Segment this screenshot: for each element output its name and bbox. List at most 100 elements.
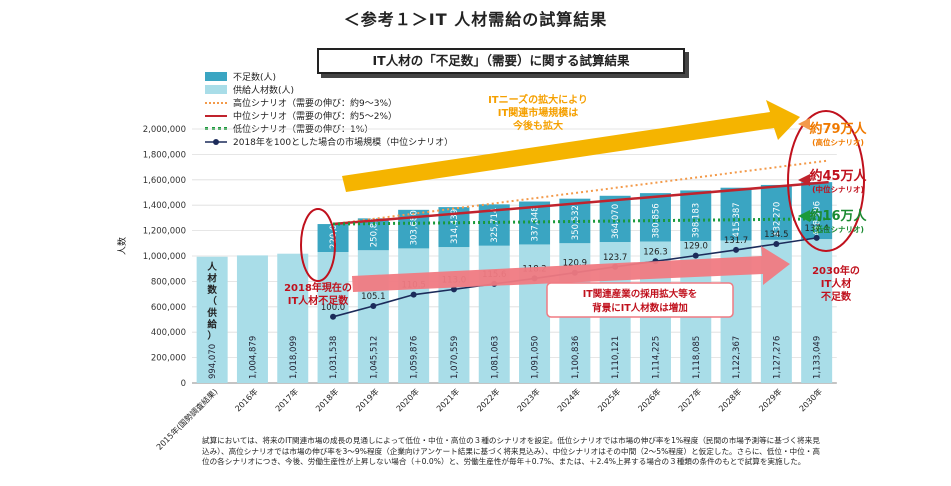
y-axis-label: 人数 — [116, 237, 128, 255]
note-2030-line2: IT人材 — [821, 277, 852, 290]
supply-value-label: 1,127,276 — [772, 336, 782, 379]
supply-bar — [801, 239, 833, 383]
legend-high: 高位シナリオ（需要の伸び：約9～3%） — [205, 96, 453, 109]
market-growth-text-3: 今後も拡大 — [512, 119, 563, 132]
supply-growth-box — [546, 282, 734, 318]
shortage-value-label: 398,183 — [692, 203, 702, 238]
market-growth-arrow: ITニーズの拡大により IT関連市場規模は 今後も拡大 — [342, 93, 800, 192]
supply-vertical-char: 数 — [206, 284, 217, 296]
legend-shortage-label: 不足数(人) — [233, 73, 277, 83]
index-point — [773, 241, 780, 248]
shortage-value-label: 448,596 — [813, 201, 823, 236]
index-value-label: 134.5 — [764, 230, 788, 240]
legend-high-line — [205, 101, 227, 104]
legend-supply-swatch — [205, 85, 227, 94]
high-scenario-line — [332, 159, 829, 226]
supply-value-label: 1,031,538 — [329, 336, 339, 379]
note-2018-line2: IT人材不足数 — [288, 294, 350, 307]
shortage-value-label: 415,387 — [732, 202, 742, 237]
x-tick-label: 2024年 — [555, 386, 582, 413]
shortage-value-label: 250,835 — [369, 212, 379, 247]
y-tick-label: 2,000,000 — [143, 125, 186, 135]
supply-bar — [398, 248, 430, 383]
supply-growth-text-2: 背景にIT人材数は増加 — [592, 302, 688, 314]
index-point — [692, 252, 699, 259]
y-tick-label: 1,800,000 — [143, 150, 186, 160]
low-marker — [798, 210, 810, 222]
shortage-value-label: 432,270 — [772, 202, 782, 237]
circle-2030 — [787, 110, 865, 252]
supply-bar — [277, 253, 309, 383]
supply-value-label: 1,118,085 — [692, 336, 702, 379]
supply-vertical-char: 人 — [207, 261, 217, 273]
note-2030-line1: 2030年の — [812, 264, 860, 277]
index-value-label: 105.1 — [361, 292, 385, 302]
supply-value-label: 1,004,879 — [248, 336, 258, 379]
supply-vertical-char: 供 — [206, 307, 217, 319]
legend-index-line — [205, 138, 227, 145]
note-2030-line3: 不足数 — [821, 290, 852, 303]
shortage-value-label: 303,680 — [410, 210, 420, 245]
index-point — [450, 286, 457, 293]
shortage-value-label: 350,532 — [571, 205, 581, 240]
supply-growth-text-1: IT関連産業の採用拡大等を — [583, 288, 698, 300]
index-value-label: 129.0 — [684, 242, 708, 252]
low-sub: (低位シナリオ) — [812, 224, 864, 234]
supply-value-label: 1,070,559 — [450, 336, 460, 379]
legend-shortage: 不足数(人) — [205, 70, 453, 83]
legend-high-label: 高位シナリオ（需要の伸び：約9～3%） — [233, 99, 398, 109]
x-tick-label: 2019年 — [354, 386, 381, 413]
supply-value-label: 1,091,050 — [531, 336, 541, 379]
x-tick-label: 2030年 — [797, 386, 824, 413]
circle-2018 — [300, 208, 336, 282]
legend-mid-line — [205, 114, 227, 117]
supply-value-label: 1,110,121 — [611, 336, 621, 379]
shortage-bar — [720, 187, 752, 241]
supply-bar — [236, 255, 268, 383]
x-tick-label: 2027年 — [676, 386, 703, 413]
legend-mid: 中位シナリオ（需要の伸び：約5～2%） — [205, 109, 453, 122]
supply-value-label: 994,070 — [208, 344, 218, 379]
supply-value-label: 1,114,225 — [651, 336, 661, 379]
supply-vertical-char: ） — [207, 330, 217, 342]
x-tick-label: 2029年 — [757, 386, 784, 413]
shortage-bar — [599, 195, 631, 243]
shortage-value-label: 337,848 — [531, 206, 541, 241]
x-tick-label: 2028年 — [716, 386, 743, 413]
high-sub: (高位シナリオ) — [812, 137, 864, 147]
y-tick-label: 1,600,000 — [143, 176, 186, 186]
shortage-bar — [801, 182, 833, 240]
y-tick-label: 400,000 — [151, 328, 186, 338]
supply-vertical-char: （ — [207, 296, 217, 308]
legend-index-label: 2018年を100とした場合の市場規模（中位シナリオ） — [233, 138, 454, 148]
supply-value-label: 1,081,063 — [490, 336, 500, 379]
y-tick-label: 0 — [181, 379, 186, 389]
mid-scenario-line — [332, 180, 829, 226]
x-tick-label: 2018年 — [313, 386, 340, 413]
supply-value-label: 1,018,099 — [289, 336, 299, 379]
footnote: 試算においては、将来のIT関連市場の成長の見通しによって低位・中位・高位の３種の… — [202, 436, 820, 466]
index-value-label: 120.9 — [563, 259, 587, 269]
mid-main: 約45万人 — [809, 168, 867, 184]
index-point — [410, 291, 417, 298]
x-tick-label: 2026年 — [636, 386, 663, 413]
shortage-value-label: 380,856 — [651, 203, 661, 238]
shortage-bar — [639, 193, 671, 242]
index-point — [370, 303, 377, 310]
supply-value-label: 1,100,836 — [571, 336, 581, 379]
y-tick-label: 1,200,000 — [143, 227, 186, 237]
shortage-value-label: 364,070 — [611, 204, 621, 239]
legend-supply: 供給人材数(人) — [205, 83, 453, 96]
legend-mid-label: 中位シナリオ（需要の伸び：約5～2%） — [233, 112, 398, 122]
y-tick-label: 1,400,000 — [143, 201, 186, 211]
supply-vertical-label: 人材数（供給） — [206, 261, 217, 342]
index-point — [813, 234, 820, 241]
index-point — [733, 246, 740, 253]
x-tick-label: 2023年 — [515, 386, 542, 413]
legend-supply-label: 供給人材数(人) — [233, 86, 295, 96]
legend: 不足数(人) 供給人材数(人) 高位シナリオ（需要の伸び：約9～3%） 中位シナ… — [205, 70, 453, 148]
supply-value-label: 1,059,876 — [410, 336, 420, 379]
y-tick-label: 600,000 — [151, 303, 186, 313]
index-value-label: 131.7 — [724, 236, 748, 246]
